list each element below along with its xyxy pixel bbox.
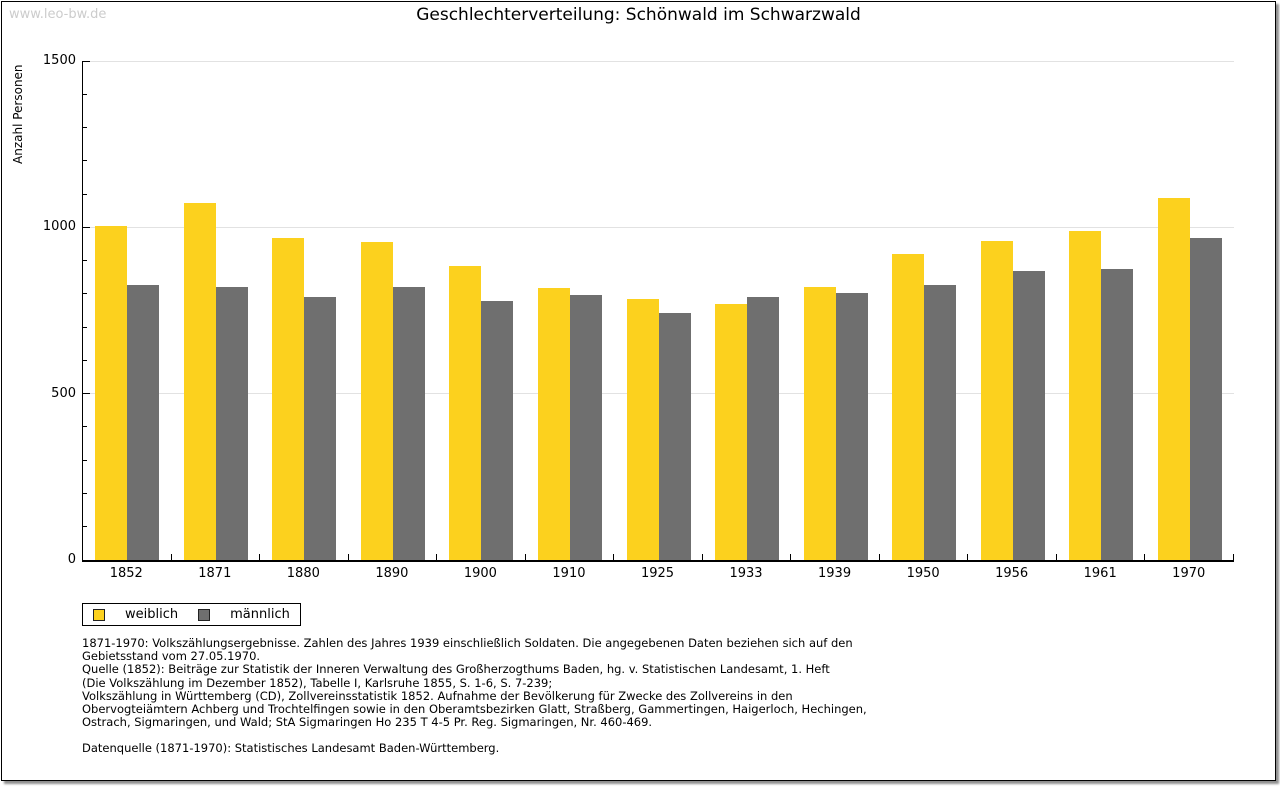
x-tick-label-1852: 1852 <box>109 566 143 581</box>
bar-weiblich-1890 <box>360 241 393 560</box>
bar-weiblich-1933 <box>715 304 748 560</box>
legend-label-maennlich: männlich <box>230 607 290 622</box>
bar-weiblich-1852 <box>95 225 128 560</box>
x-boundary-tick <box>613 554 615 560</box>
y-tick-label-1500: 1500 <box>42 53 76 68</box>
x-boundary-tick <box>259 554 261 560</box>
x-tick-label-1880: 1880 <box>286 566 320 581</box>
bar-weiblich-1900 <box>449 265 482 560</box>
x-boundary-tick <box>967 554 969 560</box>
x-boundary-tick <box>701 554 703 560</box>
bar-weiblich-1925 <box>626 299 659 560</box>
bar-maennlich-1871 <box>215 286 248 560</box>
x-boundary-tick <box>878 554 880 560</box>
minor-ytick-700 <box>83 326 87 328</box>
minor-ytick-600 <box>83 359 87 361</box>
x-tick-label-1925: 1925 <box>640 566 675 581</box>
bar-weiblich-1970 <box>1157 197 1190 560</box>
bar-maennlich-1910 <box>569 294 602 560</box>
major-ytick-1500 <box>83 61 90 62</box>
source-text-line: (Die Volkszählung im Dezember 1852), Tab… <box>82 675 553 690</box>
bar-weiblich-1910 <box>537 288 570 560</box>
bar-maennlich-1950 <box>924 284 957 560</box>
bar-maennlich-1933 <box>747 297 780 560</box>
source-text-line: Obervogteiämtern Achberg und Trochtelfin… <box>82 702 867 717</box>
x-boundary-tick <box>1055 554 1057 560</box>
source-text-line: Ostrach, Sigmaringen, und Wald; StA Sigm… <box>82 715 653 730</box>
legend: weiblich männlich <box>82 603 301 626</box>
bar-weiblich-1950 <box>892 253 925 560</box>
y-tick-label-0: 0 <box>67 552 76 567</box>
bar-weiblich-1956 <box>980 240 1013 560</box>
bar-maennlich-1956 <box>1012 270 1045 560</box>
legend-entry-maennlich: männlich <box>198 607 290 622</box>
x-tick-label-1933: 1933 <box>729 566 763 581</box>
y-tick-label-500: 500 <box>51 385 76 401</box>
bar-maennlich-1852 <box>127 284 160 560</box>
major-ytick-1000 <box>83 226 90 228</box>
bar-maennlich-1900 <box>481 301 514 560</box>
source-text-line: Gebietsstand vom 27.05.1970. <box>82 649 261 664</box>
minor-ytick-300 <box>83 459 87 461</box>
x-boundary-tick <box>1233 554 1234 560</box>
bar-maennlich-1880 <box>304 297 337 560</box>
minor-ytick-800 <box>83 293 87 295</box>
source-text: 1871-1970: Volkszählungsergebnisse. Zahl… <box>82 636 867 730</box>
x-tick-label-1961: 1961 <box>1083 566 1117 581</box>
x-tick-label-1910: 1910 <box>552 566 586 581</box>
x-tick-label-1939: 1939 <box>818 566 852 581</box>
x-boundary-tick <box>347 554 349 560</box>
legend-entry-weiblich: weiblich <box>93 607 178 622</box>
bar-weiblich-1939 <box>803 287 836 560</box>
gridline-1000 <box>83 226 1234 228</box>
minor-ytick-400 <box>83 426 87 428</box>
legend-label-weiblich: weiblich <box>125 607 179 622</box>
x-tick-label-1970: 1970 <box>1172 566 1206 581</box>
y-axis-title: Anzahl Personen <box>11 64 25 164</box>
bar-maennlich-1890 <box>392 287 425 560</box>
minor-ytick-1100 <box>83 193 87 195</box>
plot-area <box>82 61 1234 562</box>
datasource-line: Datenquelle (1871-1970): Statistisches L… <box>82 741 500 756</box>
x-boundary-tick <box>170 554 172 560</box>
footer-notes: 1871-1970: Volkszählungsergebnisse. Zahl… <box>82 636 867 756</box>
source-text-line: Volkszählung in Württemberg (CD), Zollve… <box>82 688 793 703</box>
minor-ytick-1200 <box>83 160 87 162</box>
watermark: www.leo-bw.de <box>9 7 107 22</box>
legend-swatch-weiblich <box>93 608 105 621</box>
bar-weiblich-1871 <box>183 203 216 560</box>
legend-swatch-maennlich <box>198 608 211 621</box>
y-tick-label-1000: 1000 <box>42 219 76 235</box>
chart-title: Geschlechterverteilung: Schönwald im Sch… <box>416 5 861 25</box>
x-tick-label-1871: 1871 <box>198 566 232 581</box>
bar-maennlich-1925 <box>658 313 691 560</box>
x-boundary-tick <box>790 554 792 560</box>
x-tick-label-1900: 1900 <box>463 566 497 581</box>
x-boundary-tick <box>436 554 438 560</box>
minor-ytick-100 <box>83 526 87 528</box>
x-boundary-tick <box>1144 554 1146 560</box>
major-ytick-500 <box>83 393 90 395</box>
minor-ytick-1300 <box>83 127 87 129</box>
bar-maennlich-1939 <box>835 293 868 560</box>
minor-ytick-200 <box>83 492 87 494</box>
source-text-line: 1871-1970: Volkszählungsergebnisse. Zahl… <box>82 636 853 650</box>
x-tick-label-1890: 1890 <box>375 566 409 581</box>
source-text-line: Quelle (1852): Beiträge zur Statistik de… <box>82 662 830 677</box>
bar-maennlich-1961 <box>1101 268 1134 560</box>
bar-weiblich-1880 <box>272 237 305 560</box>
x-tick-label-1956: 1956 <box>995 566 1029 581</box>
minor-ytick-900 <box>83 260 87 262</box>
bar-maennlich-1970 <box>1189 237 1222 560</box>
bar-weiblich-1961 <box>1069 231 1102 560</box>
minor-ytick-1400 <box>83 93 87 95</box>
x-boundary-tick <box>524 554 526 560</box>
x-tick-label-1950: 1950 <box>906 566 940 581</box>
gridline-1500 <box>83 61 1234 62</box>
